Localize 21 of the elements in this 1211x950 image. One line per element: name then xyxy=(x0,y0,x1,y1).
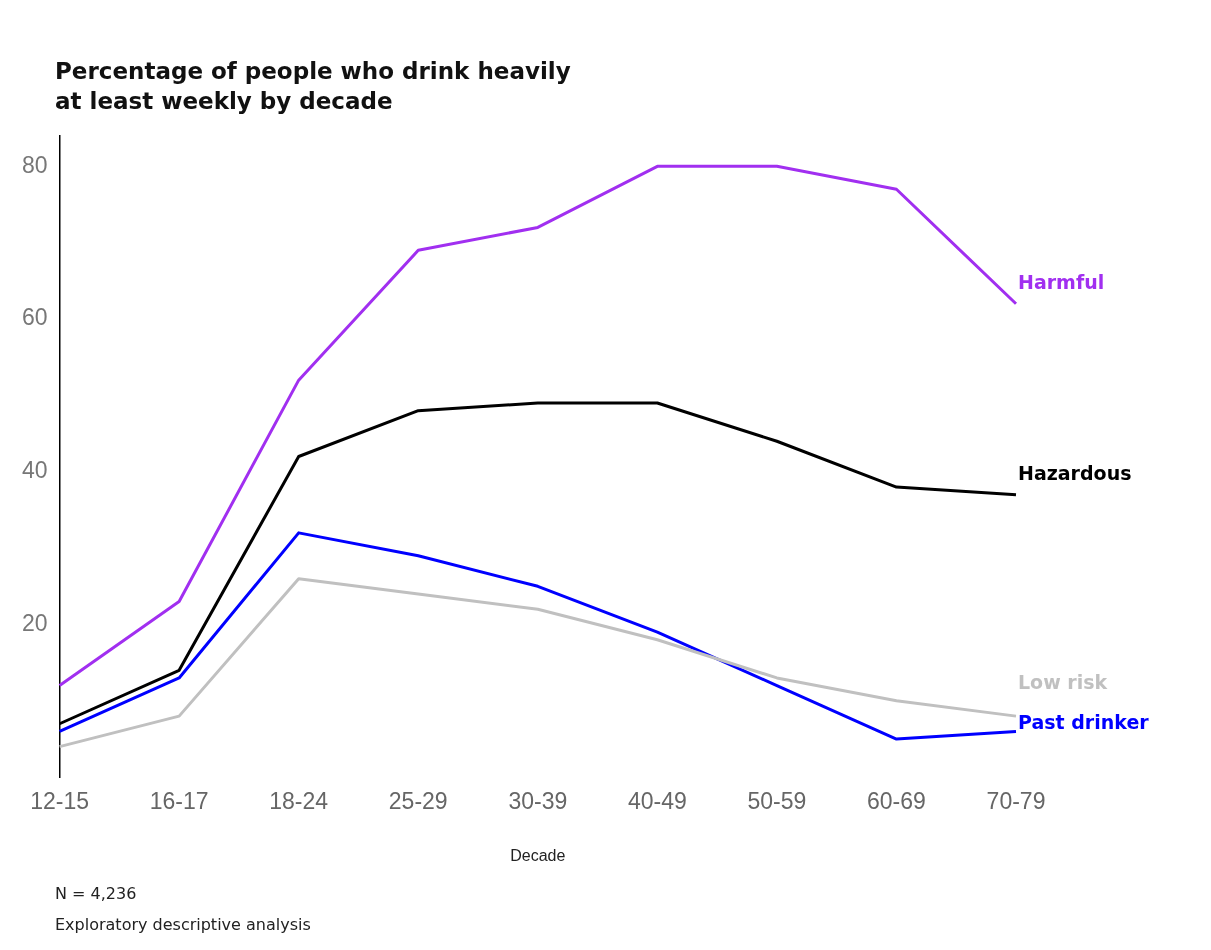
x-tick-label: 70-79 xyxy=(986,788,1046,815)
x-tick-label: 18-24 xyxy=(269,788,329,815)
series-label: Low risk xyxy=(1018,670,1108,693)
series-label: Harmful xyxy=(1018,270,1105,293)
x-axis-title: Decade xyxy=(510,846,566,864)
x-tick-label: 16-17 xyxy=(149,788,209,815)
x-tick-label: 25-29 xyxy=(388,788,448,815)
y-tick-label: 20 xyxy=(21,609,48,636)
text: Exploratory descriptive analysis xyxy=(55,915,311,934)
y-tick-label: 40 xyxy=(21,457,48,484)
series-label: Past drinker xyxy=(1018,710,1150,733)
x-tick-label: 12-15 xyxy=(30,788,89,815)
text: N = 4,236 xyxy=(55,884,138,903)
x-tick-label: 30-39 xyxy=(508,788,568,815)
y-tick-label: 60 xyxy=(21,304,48,331)
y-tick-label: 80 xyxy=(21,151,48,178)
x-tick-label: 40-49 xyxy=(627,788,687,815)
x-tick-label: 60-69 xyxy=(867,788,926,815)
x-tick-label: 50-59 xyxy=(747,788,807,815)
series-label: Hazardous xyxy=(1018,461,1132,484)
chart-title: Percentage of people who drink heavily at least weekly by decade xyxy=(55,57,571,116)
